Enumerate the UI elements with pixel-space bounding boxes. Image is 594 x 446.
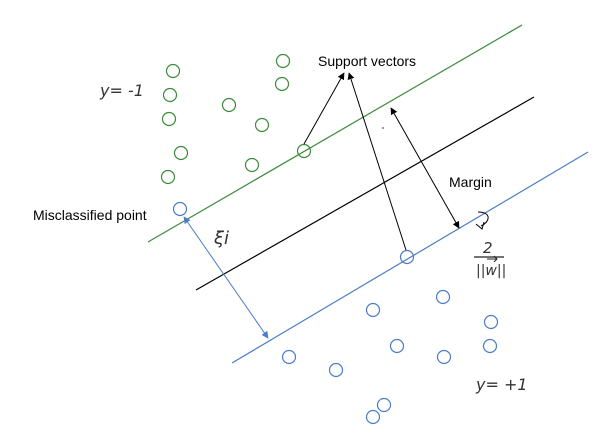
negative-point — [160, 169, 176, 185]
positive-point — [435, 289, 451, 305]
support-vectors-label: Support vectors — [318, 53, 416, 69]
misclassified-point — [172, 201, 188, 217]
negative-point — [173, 145, 189, 161]
positive-point — [281, 349, 297, 365]
decision-boundary-line — [195, 96, 535, 291]
margin-arrow — [390, 107, 460, 229]
positive-point — [482, 338, 498, 354]
margin-formula-denominator: ||w|| — [476, 263, 506, 279]
support-vector-arrow-left — [303, 72, 345, 145]
margin-formula-numerator: 2 — [483, 239, 493, 257]
misclassified-point-label: Misclassified point — [33, 207, 147, 223]
positive-point — [365, 302, 381, 318]
positive-point — [436, 349, 452, 365]
positive-point — [365, 409, 381, 425]
negative-point — [254, 117, 270, 133]
positive-support-vector — [399, 249, 415, 265]
positive-point — [328, 362, 344, 378]
negative-point — [275, 53, 291, 69]
marker-dot — [382, 127, 384, 129]
support-vector-arrow-right — [347, 72, 407, 251]
negative-margin-line — [147, 24, 523, 243]
margin-label: Margin — [449, 174, 492, 190]
vector-arrow-icon — [487, 255, 498, 263]
negative-point — [244, 157, 260, 173]
positive-point — [483, 314, 499, 330]
slack-label: ξi — [213, 228, 229, 249]
positive-point — [376, 397, 392, 413]
slack-arrow — [183, 216, 269, 339]
negative-support-vector — [296, 143, 312, 159]
negative-point — [221, 97, 237, 113]
negative-point — [162, 87, 178, 103]
positive-class-label: y= +1 — [475, 375, 528, 394]
negative-class-points — [160, 53, 312, 185]
negative-point — [274, 76, 290, 92]
negative-class-label: y= -1 — [99, 81, 144, 100]
positive-point — [389, 338, 405, 354]
negative-point — [165, 63, 181, 79]
positive-class-points — [172, 201, 499, 425]
negative-point — [161, 111, 177, 127]
positive-margin-line — [231, 151, 589, 364]
